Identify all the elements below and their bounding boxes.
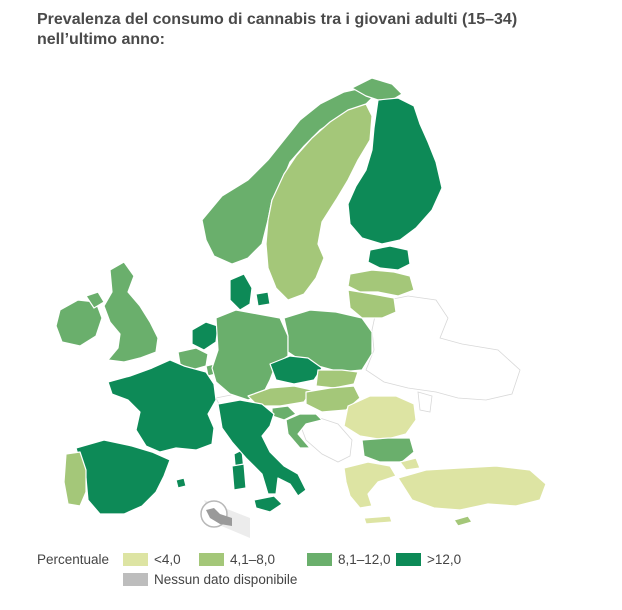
- map-title: Prevalenza del consumo di cannabis tra i…: [37, 10, 597, 50]
- country-france: [107, 359, 217, 453]
- country-croatia: [285, 413, 323, 449]
- country-netherlands: [191, 321, 219, 351]
- legend-item-mid-high: 8,1–12,0: [307, 552, 391, 567]
- country-spain: [75, 439, 171, 515]
- legend-item-mid-low: 4,1–8,0: [199, 552, 275, 567]
- legend-text-mid-low: 4,1–8,0: [230, 552, 276, 567]
- country-malta: [206, 508, 232, 526]
- country-cyprus: [453, 515, 473, 527]
- country-poland: [283, 309, 373, 373]
- country-slovakia: [315, 369, 359, 389]
- country-italy: [217, 399, 307, 497]
- country-northern-ireland: [85, 291, 105, 309]
- legend-item-high: >12,0: [396, 552, 461, 567]
- country-belarus-ukraine: [365, 295, 521, 401]
- country-finland: [347, 97, 443, 245]
- country-bulgaria: [361, 437, 415, 463]
- country-lithuania: [347, 289, 397, 319]
- legend-text-no-data: Nessun dato disponibile: [154, 572, 298, 587]
- country-balearic-islands: [175, 477, 187, 489]
- country-turkey: [397, 465, 547, 511]
- map-title-line2: nell’ultimo anno:: [37, 31, 165, 48]
- country-balkans-west: [299, 417, 353, 463]
- country-estonia: [367, 245, 411, 271]
- country-denmark: [229, 273, 253, 311]
- country-denmark-islands: [255, 291, 271, 307]
- legend-text-high: >12,0: [427, 552, 462, 567]
- country-greece: [343, 461, 397, 509]
- malta-inset: [200, 500, 250, 538]
- country-ireland: [55, 299, 103, 347]
- legend-item-low: <4,0: [123, 552, 181, 567]
- country-latvia: [347, 269, 415, 297]
- country-norway-north: [351, 77, 403, 101]
- legend-swatch-no-data: [123, 573, 148, 586]
- country-portugal: [63, 451, 87, 507]
- country-turkey-thrace: [399, 457, 421, 471]
- country-germany: [211, 309, 289, 401]
- country-sweden: [265, 103, 373, 301]
- legend-label: Percentuale: [37, 552, 110, 567]
- legend-item-no-data: Nessun dato disponibile: [123, 572, 297, 587]
- legend-swatch-high: [396, 553, 421, 566]
- country-united-kingdom: [103, 261, 159, 363]
- legend-text-mid-high: 8,1–12,0: [338, 552, 391, 567]
- legend-swatch-mid-low: [199, 553, 224, 566]
- country-sicily: [253, 495, 283, 513]
- country-sardinia: [231, 463, 247, 491]
- country-crete: [363, 515, 393, 525]
- legend-text-low: <4,0: [154, 552, 181, 567]
- legend-swatch-low: [123, 553, 148, 566]
- country-romania: [343, 395, 417, 441]
- legend-swatch-mid-high: [307, 553, 332, 566]
- map-title-line1: Prevalenza del consumo di cannabis tra i…: [37, 11, 518, 28]
- country-moldova: [417, 391, 433, 413]
